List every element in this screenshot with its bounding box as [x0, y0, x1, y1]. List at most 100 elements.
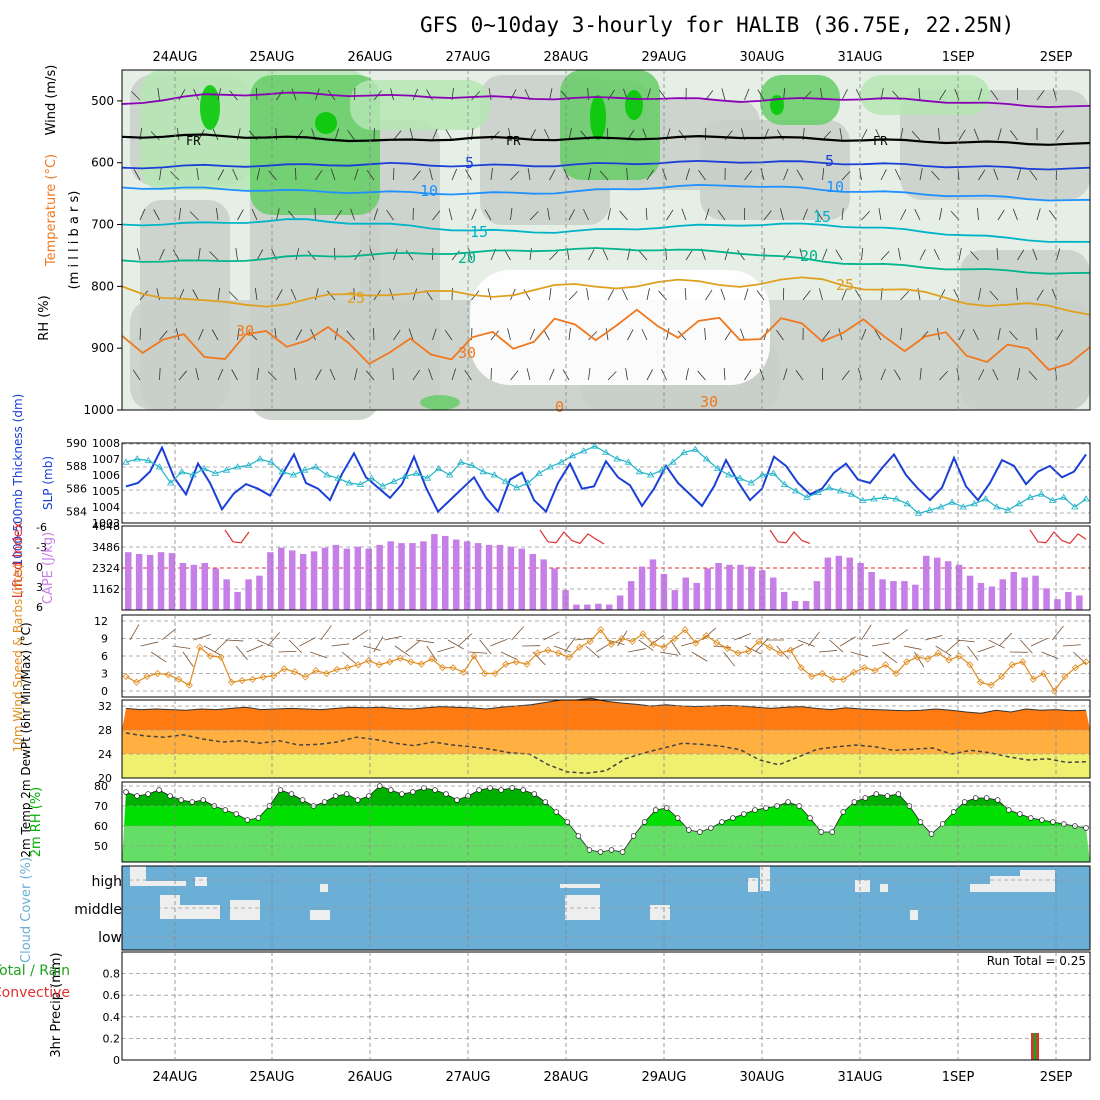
- rh-point: [410, 789, 416, 795]
- wind-barb: [931, 170, 940, 181]
- rh2m-axis-label: 2m RH (%): [29, 787, 44, 858]
- cape-tick-label: 4648: [92, 520, 120, 533]
- wind10-point: [765, 643, 774, 651]
- wind-barb: [704, 328, 706, 341]
- wind-barb: [217, 368, 224, 381]
- wind10-point: [154, 669, 162, 678]
- cape-bar: [1010, 572, 1017, 610]
- wind-barb: [294, 167, 297, 181]
- wind-barb: [586, 288, 589, 301]
- wind10-point: [871, 667, 879, 675]
- slp-point: [658, 466, 666, 473]
- rh-point: [244, 817, 251, 823]
- wind-barb: [326, 290, 336, 301]
- temp-tick-label: 32: [98, 700, 112, 713]
- precip-panel: 0.8 0.6 0.4 0.2 0 Run Total = 0.25: [103, 951, 1091, 1067]
- wind10-barb: [447, 639, 464, 650]
- precip-frame: [121, 951, 1091, 1061]
- wind-barb: [334, 209, 343, 221]
- wind10-point: [576, 643, 584, 651]
- cape-bar: [868, 572, 875, 610]
- cape-bar: [146, 554, 154, 610]
- wind-barb: [314, 207, 316, 221]
- slp-point: [1071, 503, 1079, 510]
- rh-point: [443, 791, 449, 797]
- cape-bar: [890, 581, 897, 610]
- wind-barb: [172, 249, 180, 261]
- wind-barb: [291, 88, 297, 101]
- isotherm-label: 5: [465, 154, 474, 172]
- cape-bar: [977, 582, 985, 610]
- slp-tick-label: 1007: [92, 453, 120, 466]
- rh-point: [178, 797, 184, 803]
- wind-barb: [237, 209, 244, 221]
- slp-point: [367, 474, 376, 481]
- rh-point: [652, 807, 659, 813]
- li-line: [769, 529, 811, 544]
- wind10-barb: [967, 645, 979, 661]
- wind-barb: [408, 328, 414, 341]
- wind-barb: [139, 208, 146, 221]
- wind-barb: [641, 328, 648, 341]
- wind-barb: [366, 169, 375, 181]
- wind-barb: [861, 210, 870, 221]
- cape-bar: [835, 555, 843, 610]
- rh-region: [200, 85, 220, 130]
- wind-barb: [131, 91, 141, 101]
- wind10-speed-line: [125, 628, 1087, 693]
- rh-point: [156, 787, 162, 793]
- wind-barb: [310, 328, 316, 341]
- slp-point: [423, 474, 432, 481]
- wind-barb: [662, 168, 667, 181]
- cape-bar: [442, 535, 449, 610]
- rh-tick-label: 60: [94, 820, 108, 833]
- wind-barb: [900, 128, 904, 141]
- li-tick-label: -6: [36, 521, 47, 534]
- wind10-point: [1029, 675, 1037, 683]
- wind-barb: [717, 210, 726, 221]
- rh-point: [928, 831, 935, 837]
- wind10-tick-label: 0: [101, 685, 108, 698]
- cape-bar: [256, 575, 263, 610]
- wind10-tick-label: 6: [101, 650, 108, 663]
- wind-barb: [412, 170, 421, 181]
- isotherm-label: 5: [825, 152, 834, 170]
- rh-point: [509, 785, 515, 791]
- rh-point: [586, 847, 593, 853]
- wind-barb: [178, 89, 186, 101]
- wind-barb: [874, 329, 882, 341]
- isotherm-label: 30: [236, 322, 254, 340]
- wind-barb: [724, 329, 732, 341]
- pressure-tick-label: 800: [91, 279, 114, 293]
- wind-barb: [602, 248, 609, 261]
- bottom-date-label: 27AUG: [445, 1070, 490, 1085]
- slp-point: [256, 455, 264, 462]
- wind10-point: [502, 660, 510, 668]
- wind-barb: [529, 328, 536, 341]
- rh-region: [315, 112, 337, 134]
- rh-point: [1039, 817, 1045, 823]
- rh-point: [343, 791, 350, 797]
- rh-point: [818, 829, 824, 835]
- wind-barb: [841, 288, 847, 301]
- isotherm-20: [121, 247, 1091, 275]
- wind-barb: [365, 370, 375, 381]
- rh-point: [255, 815, 262, 821]
- rh-point: [741, 811, 747, 817]
- cape-li-frame: [121, 525, 1091, 611]
- isotherm-label: FR: [506, 134, 521, 148]
- cape-bar: [802, 601, 810, 610]
- rh-point: [531, 791, 538, 797]
- wind-barb: [978, 288, 982, 301]
- cape-bar: [737, 564, 744, 610]
- wind10-tick-label: 12: [94, 615, 108, 628]
- wind10-barb: [511, 626, 524, 641]
- slp-point: [948, 498, 956, 505]
- rh-region: [960, 250, 1090, 410]
- cape-bar: [540, 559, 547, 610]
- slp-point: [166, 479, 175, 486]
- cape-bar: [299, 554, 307, 610]
- wind-barb: [276, 289, 283, 301]
- wind-axis-label: Wind (m/s): [44, 65, 59, 136]
- wind-barb: [563, 168, 570, 181]
